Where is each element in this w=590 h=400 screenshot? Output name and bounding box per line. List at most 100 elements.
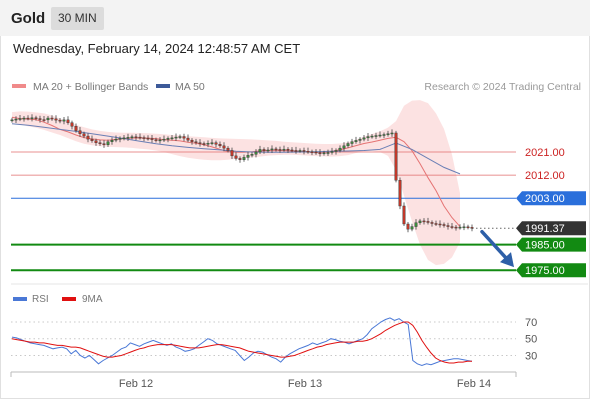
candle-body xyxy=(74,126,78,131)
candle-body xyxy=(138,136,142,139)
candle-body xyxy=(98,142,102,144)
level-tag-support-5 xyxy=(516,263,586,278)
candle-body xyxy=(342,145,346,149)
legend-swatch-ma20 xyxy=(12,84,26,88)
candle-body xyxy=(446,225,450,227)
candle-body xyxy=(434,223,438,225)
candle-body xyxy=(202,143,206,145)
rsi-legend-swatch xyxy=(13,297,27,301)
candle-body xyxy=(378,134,382,137)
candle-body xyxy=(350,141,354,144)
candle-body xyxy=(186,137,190,141)
candle-body xyxy=(70,122,74,127)
candle-body xyxy=(54,118,58,121)
candle-body xyxy=(142,137,146,139)
candle-body xyxy=(406,223,410,230)
forecast-arrow-shaft xyxy=(480,229,510,262)
candle-body xyxy=(282,148,286,151)
timeframe-selector[interactable]: 30 MIN xyxy=(51,7,104,30)
candle-body xyxy=(466,226,470,229)
candle-body xyxy=(10,119,14,122)
candle-body xyxy=(18,118,22,120)
candle-body xyxy=(310,151,314,153)
candle-body xyxy=(382,134,386,136)
candle-body xyxy=(218,144,222,147)
candle-body xyxy=(158,139,162,142)
candle-body xyxy=(190,139,194,142)
candlestick-layer xyxy=(10,114,474,233)
candle-body xyxy=(270,148,274,151)
level-label-resistance-1: 2012.00 xyxy=(525,170,565,182)
top-bar: Gold 30 MIN xyxy=(0,0,590,36)
candle-body xyxy=(62,119,66,122)
candle-body xyxy=(22,117,26,120)
rsi-tick-30: 30 xyxy=(525,350,537,362)
forecast-arrow-head xyxy=(500,252,514,268)
candle-body xyxy=(470,227,474,229)
candle-body xyxy=(422,220,426,223)
candle-body xyxy=(370,135,374,138)
candle-body xyxy=(226,147,230,151)
legend: MA 20 + Bollinger Bands MA 50 xyxy=(12,81,205,93)
candle-body xyxy=(398,180,402,207)
rsi-legend-label: RSI xyxy=(32,294,49,305)
candle-body xyxy=(286,148,290,151)
candle-body xyxy=(326,152,330,154)
x-axis: Feb 12 Feb 13 Feb 14 xyxy=(119,378,491,390)
candle-body xyxy=(102,143,106,145)
candle-body xyxy=(394,132,398,181)
candle-body xyxy=(50,117,54,120)
candle-body xyxy=(82,133,86,137)
candle-body xyxy=(110,139,114,142)
rsi-series-rsi xyxy=(11,317,473,367)
rsi-tick-50: 50 xyxy=(525,334,537,346)
ma9-legend-swatch xyxy=(62,297,76,301)
candle-body xyxy=(410,226,414,230)
candle-body xyxy=(178,136,182,138)
candle-body xyxy=(314,151,318,154)
candle-body xyxy=(174,136,178,139)
candle-body xyxy=(134,136,138,139)
candle-body xyxy=(442,224,446,226)
candle-body xyxy=(362,137,366,140)
chart-datetime: Wednesday, February 14, 2024 12:48:57 AM… xyxy=(13,41,301,56)
bollinger-band-area xyxy=(12,100,460,266)
rsi-series-ma9 xyxy=(11,321,472,364)
candle-body xyxy=(414,222,418,227)
candle-body xyxy=(462,226,466,229)
candle-body xyxy=(194,141,198,143)
candle-body xyxy=(294,150,298,152)
level-tag-support-4 xyxy=(516,237,586,252)
forecast-layer xyxy=(480,229,514,268)
candle-body xyxy=(438,223,442,226)
candle-body xyxy=(118,138,122,140)
candle-body xyxy=(386,133,390,135)
candle-body xyxy=(150,138,154,140)
symbol-title: Gold xyxy=(11,10,46,27)
candle-body xyxy=(166,138,170,140)
candle-body xyxy=(418,220,422,223)
legend-swatch-ma50 xyxy=(156,84,170,88)
candle-body xyxy=(302,150,306,152)
rsi-tick-70: 70 xyxy=(525,317,537,329)
candle-body xyxy=(34,117,38,120)
legend-label-ma20: MA 20 + Bollinger Bands xyxy=(33,81,148,93)
candle-body xyxy=(334,150,338,152)
ma9-legend-label: 9MA xyxy=(82,294,103,305)
candle-body xyxy=(266,149,270,152)
candle-body xyxy=(206,143,210,145)
rsi-panel: 70 50 30 xyxy=(11,317,537,367)
candle-body xyxy=(170,137,174,140)
candle-body xyxy=(214,142,218,145)
candle-body xyxy=(114,138,118,141)
candle-body xyxy=(358,138,362,141)
candle-body xyxy=(238,158,242,160)
x-tick-label-1: Feb 13 xyxy=(288,378,322,390)
candle-body xyxy=(154,139,158,141)
level-tag-last-price-3 xyxy=(516,221,586,236)
candle-body xyxy=(262,149,266,151)
research-credit: Research © 2024 Trading Central xyxy=(424,81,581,93)
candle-body xyxy=(86,135,90,140)
candle-body xyxy=(274,148,278,151)
